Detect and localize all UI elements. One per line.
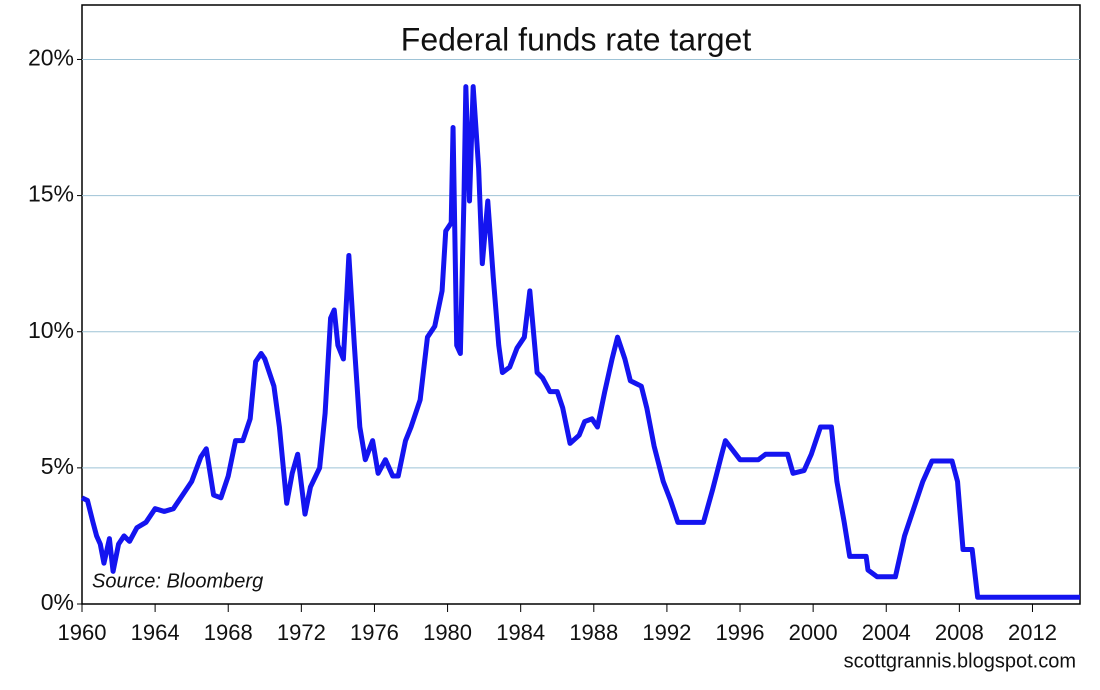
plot-frame (81, 4, 1081, 605)
x-tick-label: 2012 (1008, 620, 1057, 645)
x-tick-label: 1996 (716, 620, 765, 645)
y-tick-label: 10% (28, 317, 74, 343)
y-tick-label: 20% (28, 45, 74, 71)
chart-title: Federal funds rate target (401, 21, 752, 57)
y-tick-label: 0% (41, 589, 74, 615)
x-tick-label: 1960 (58, 620, 107, 645)
y-tick-label: 5% (41, 453, 74, 479)
credit: scottgrannis.blogspot.com (844, 650, 1076, 672)
x-tick-label: 1988 (569, 620, 618, 645)
rate-line (80, 84, 1080, 600)
x-tick-label: 1976 (350, 620, 399, 645)
x-tick-label: 2000 (789, 620, 838, 645)
x-tick-label: 1984 (496, 620, 545, 645)
x-tick-label: 2004 (862, 620, 911, 645)
x-tick-label: 1964 (131, 620, 180, 645)
source-note: Source: Bloomberg (92, 570, 263, 592)
x-tick-label: 1968 (204, 620, 253, 645)
y-tick-label: 15% (28, 181, 74, 207)
x-tick-label: 1972 (277, 620, 326, 645)
x-tick-label: 1992 (642, 620, 691, 645)
x-tick-label: 2008 (935, 620, 984, 645)
x-tick-label: 1980 (423, 620, 472, 645)
